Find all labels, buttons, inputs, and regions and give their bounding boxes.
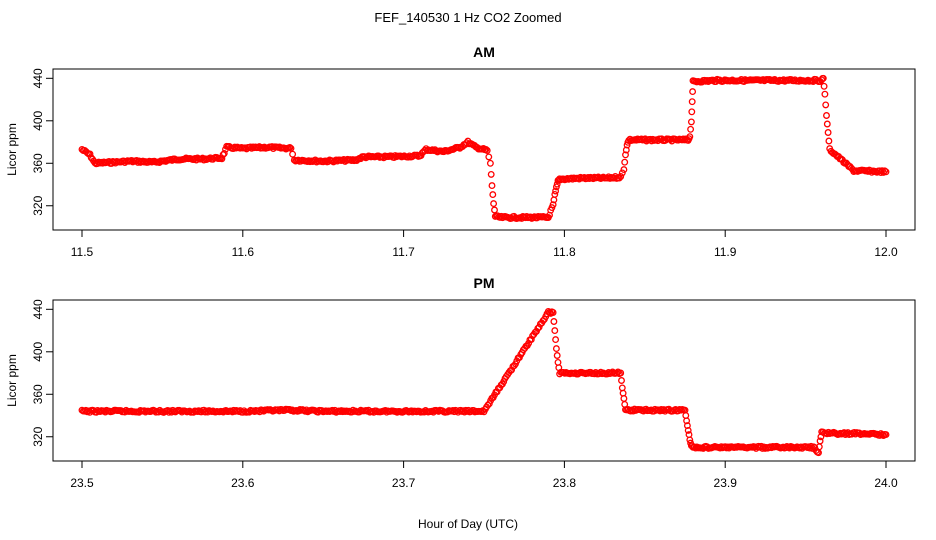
data-point (882, 168, 890, 176)
data-point (490, 200, 498, 208)
panel-pm-y-tick-label: 320 (31, 426, 45, 446)
data-point (687, 118, 695, 126)
panel-am-y-axis: 320 360 400 440 (31, 68, 53, 216)
panel-pm-x-tick-label: 24.0 (874, 476, 898, 490)
data-point (488, 182, 496, 190)
data-point (615, 174, 623, 182)
data-point (286, 144, 294, 151)
panel-pm-x-tick-label: 23.9 (714, 476, 738, 490)
data-point (617, 369, 625, 377)
data-point (819, 74, 827, 82)
panel-am-x-tick-label: 11.7 (392, 245, 415, 259)
data-point (551, 327, 559, 335)
data-point (485, 153, 493, 161)
panel-am-plot-frame (52, 68, 916, 231)
panel-am-points (78, 74, 890, 222)
panel-am-x-tick-label: 11.9 (714, 245, 737, 259)
data-point (688, 108, 696, 116)
panel-am-x-tick-label: 11.8 (553, 245, 576, 259)
panel-pm: PM Licor ppm 23.5 23.6 23.7 23.8 23.9 24.0 32… (5, 275, 916, 490)
data-point (350, 157, 358, 165)
data-point (553, 180, 561, 188)
panel-pm-plot-frame (52, 299, 916, 462)
panel-am-x-tick-label: 12.0 (874, 245, 898, 259)
data-point (289, 150, 297, 158)
panel-am-title: AM (473, 44, 495, 60)
data-point (486, 159, 494, 167)
data-point (552, 336, 560, 344)
data-point (618, 377, 625, 384)
data-point (552, 187, 560, 195)
panel-pm-x-tick-label: 23.5 (70, 476, 94, 490)
panel-am-x-tick-label: 11.5 (71, 245, 94, 259)
data-point (878, 167, 886, 175)
figure-x-label: Hour of Day (UTC) (418, 517, 518, 531)
data-point (622, 151, 629, 159)
data-point (487, 170, 495, 178)
data-point (683, 422, 691, 430)
data-point (483, 147, 491, 154)
data-point (491, 206, 498, 214)
data-point (482, 145, 490, 153)
data-point (686, 133, 694, 141)
panel-pm-y-tick-label: 440 (31, 299, 45, 319)
data-point (219, 151, 227, 159)
panel-am-x-tick-label: 11.6 (232, 245, 255, 259)
figure-title: FEF_140530 1 Hz CO2 Zoomed (374, 10, 561, 25)
data-point (500, 378, 508, 386)
data-point (620, 166, 628, 174)
panel-pm-points (78, 307, 890, 457)
data-point (689, 88, 697, 96)
panel-pm-title: PM (474, 275, 495, 291)
panel-pm-y-axis: 320 360 400 440 (31, 299, 53, 447)
data-point (823, 112, 830, 119)
data-point (683, 417, 691, 425)
data-point (551, 190, 559, 198)
data-point (687, 125, 695, 133)
data-point (821, 90, 829, 98)
data-point (688, 98, 696, 106)
panel-pm-y-tick-label: 360 (31, 384, 45, 404)
data-point (823, 120, 831, 128)
data-point (220, 149, 228, 157)
data-point (881, 167, 889, 175)
panel-pm-x-tick-label: 23.8 (553, 476, 577, 490)
panel-am-y-tick-label: 360 (31, 153, 45, 173)
panel-am-x-axis: 11.5 11.6 11.7 11.8 11.9 12.0 (71, 230, 898, 259)
data-point (825, 137, 833, 145)
data-point (824, 129, 832, 136)
panel-am-y-tick-label: 440 (31, 68, 45, 88)
panel-pm-x-tick-label: 23.6 (231, 476, 255, 490)
panel-pm-x-tick-label: 23.7 (392, 476, 416, 490)
panel-am-y-tick-label: 400 (31, 110, 45, 130)
data-point (882, 431, 890, 439)
data-point (489, 191, 497, 199)
data-point (816, 437, 824, 445)
data-point (550, 318, 558, 325)
data-point (621, 158, 629, 166)
data-point (617, 173, 625, 180)
data-point (549, 201, 557, 209)
panel-pm-y-tick-label: 400 (31, 341, 45, 361)
data-point (527, 336, 535, 343)
data-point (684, 426, 692, 434)
panel-pm-y-label: Licor ppm (5, 354, 19, 407)
data-point (552, 345, 560, 353)
data-point (822, 101, 830, 109)
panel-am-y-label: Licor ppm (5, 123, 19, 176)
data-point (218, 155, 226, 163)
data-point (553, 352, 561, 359)
panel-am: AM Licor ppm 11.5 11.6 11.7 11.8 11.9 12.0 32… (5, 44, 916, 259)
data-point (618, 169, 626, 177)
data-point (86, 150, 94, 158)
panel-pm-x-axis: 23.5 23.6 23.7 23.8 23.9 24.0 (70, 461, 898, 490)
data-point (820, 82, 828, 90)
data-point (681, 136, 688, 144)
data-point (549, 309, 557, 316)
panel-am-y-tick-label: 320 (31, 195, 45, 215)
